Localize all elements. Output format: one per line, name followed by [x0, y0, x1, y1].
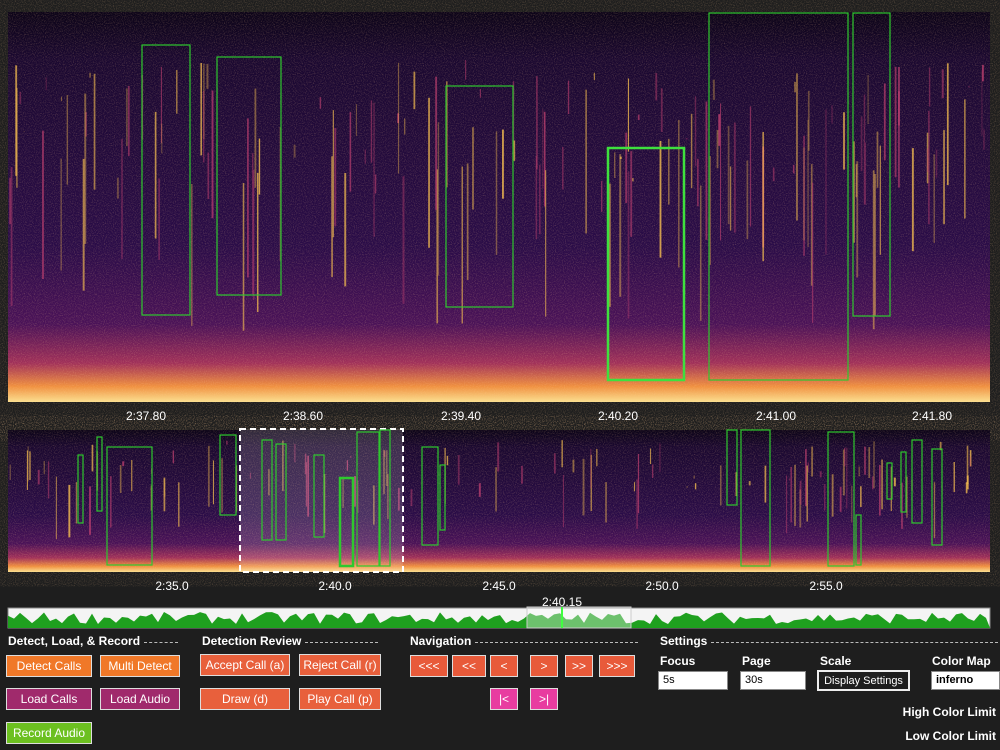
button[interactable]: <<<	[410, 655, 448, 677]
overview-streaks	[9, 440, 972, 540]
low-limit-label: Low Color Limit	[905, 729, 996, 743]
detection-box[interactable]	[855, 514, 862, 566]
button[interactable]: Play Call (p)	[299, 688, 381, 710]
button[interactable]: Draw (d)	[200, 688, 290, 710]
overview-time-label: 2:35.0	[155, 579, 189, 593]
scale-label: Scale	[820, 654, 852, 668]
button[interactable]: Load Calls	[6, 688, 92, 710]
overview-time-label: 2:45.0	[482, 579, 516, 593]
focus-label: Focus	[660, 654, 696, 668]
overview-time-label: 2:50.0	[645, 579, 679, 593]
detection-box[interactable]	[740, 429, 771, 567]
spectrogram-streaks	[9, 60, 985, 331]
detection-box[interactable]	[726, 429, 738, 506]
detection-box[interactable]	[96, 436, 103, 512]
timeline-window[interactable]	[526, 606, 632, 629]
detection-box[interactable]	[275, 443, 287, 541]
section-title: Detect, Load, & Record	[8, 634, 141, 648]
view-window[interactable]	[239, 428, 404, 573]
page-select[interactable]: 30s	[740, 671, 806, 690]
button[interactable]: <<	[452, 655, 486, 677]
button[interactable]: >|	[530, 688, 558, 710]
detection-box[interactable]	[827, 431, 855, 567]
detection-box[interactable]	[911, 439, 923, 524]
detection-box[interactable]	[338, 476, 355, 568]
main-time-label: 2:41.00	[755, 409, 797, 423]
button[interactable]: Load Audio	[100, 688, 180, 710]
button[interactable]: >>>	[599, 655, 635, 677]
timeline-waveform	[8, 612, 990, 628]
focus-select[interactable]: 5s	[658, 671, 728, 690]
button[interactable]: Multi Detect	[100, 655, 180, 677]
button[interactable]: Accept Call (a)	[200, 654, 290, 676]
detection-box[interactable]	[77, 454, 84, 524]
section-rule	[475, 642, 638, 643]
colormap-label: Color Map	[932, 654, 991, 668]
section-title: Settings	[660, 634, 708, 648]
detection-box[interactable]	[931, 448, 943, 546]
section-rule	[305, 642, 378, 643]
overview-time-label: 2:55.0	[809, 579, 843, 593]
main-detections	[141, 12, 891, 382]
spectrogram-layer	[7, 12, 991, 629]
section-title: Navigation	[410, 634, 472, 648]
button[interactable]: Record Audio	[6, 722, 92, 744]
button[interactable]: <	[490, 655, 518, 677]
main-time-label: 2:40.20	[597, 409, 639, 423]
button[interactable]: |<	[490, 688, 518, 710]
detection-box[interactable]	[900, 451, 907, 513]
detection-box[interactable]	[852, 12, 891, 317]
detection-box[interactable]	[356, 431, 380, 567]
main-time-label: 2:37.80	[125, 409, 167, 423]
detection-box[interactable]	[445, 85, 514, 308]
colormap-input[interactable]: inferno	[931, 671, 1000, 690]
detection-box[interactable]	[261, 439, 273, 541]
main-time-label: 2:41.80	[911, 409, 953, 423]
high-limit-label: High Color Limit	[902, 705, 996, 719]
detection-box[interactable]	[106, 446, 153, 566]
section-rule	[711, 642, 998, 643]
detection-box[interactable]	[313, 454, 325, 538]
detection-box-selected[interactable]	[606, 146, 686, 382]
section-title: Detection Review	[202, 634, 302, 648]
detection-box[interactable]	[708, 12, 849, 381]
detection-box[interactable]	[216, 56, 282, 296]
spectrogram-noise	[8, 12, 990, 402]
button[interactable]: Detect Calls	[6, 655, 92, 677]
detection-box[interactable]	[219, 434, 237, 516]
overview-detections	[77, 429, 943, 568]
main-time-label: 2:38.60	[282, 409, 324, 423]
detection-box[interactable]	[439, 464, 446, 531]
main-time-label: 2:39.40	[440, 409, 482, 423]
button[interactable]: >	[530, 655, 558, 677]
button[interactable]: >>	[565, 655, 593, 677]
detection-box[interactable]	[421, 446, 439, 546]
timeline-position: 2:40.15	[541, 595, 583, 609]
detection-box[interactable]	[379, 429, 391, 567]
display-settings-button[interactable]: Display Settings	[817, 670, 910, 691]
detection-box[interactable]	[886, 462, 893, 500]
overview-time-label: 2:40.0	[318, 579, 352, 593]
button[interactable]: Reject Call (r)	[299, 654, 381, 676]
section-rule	[144, 642, 178, 643]
page-label: Page	[742, 654, 771, 668]
detection-box[interactable]	[141, 44, 191, 316]
